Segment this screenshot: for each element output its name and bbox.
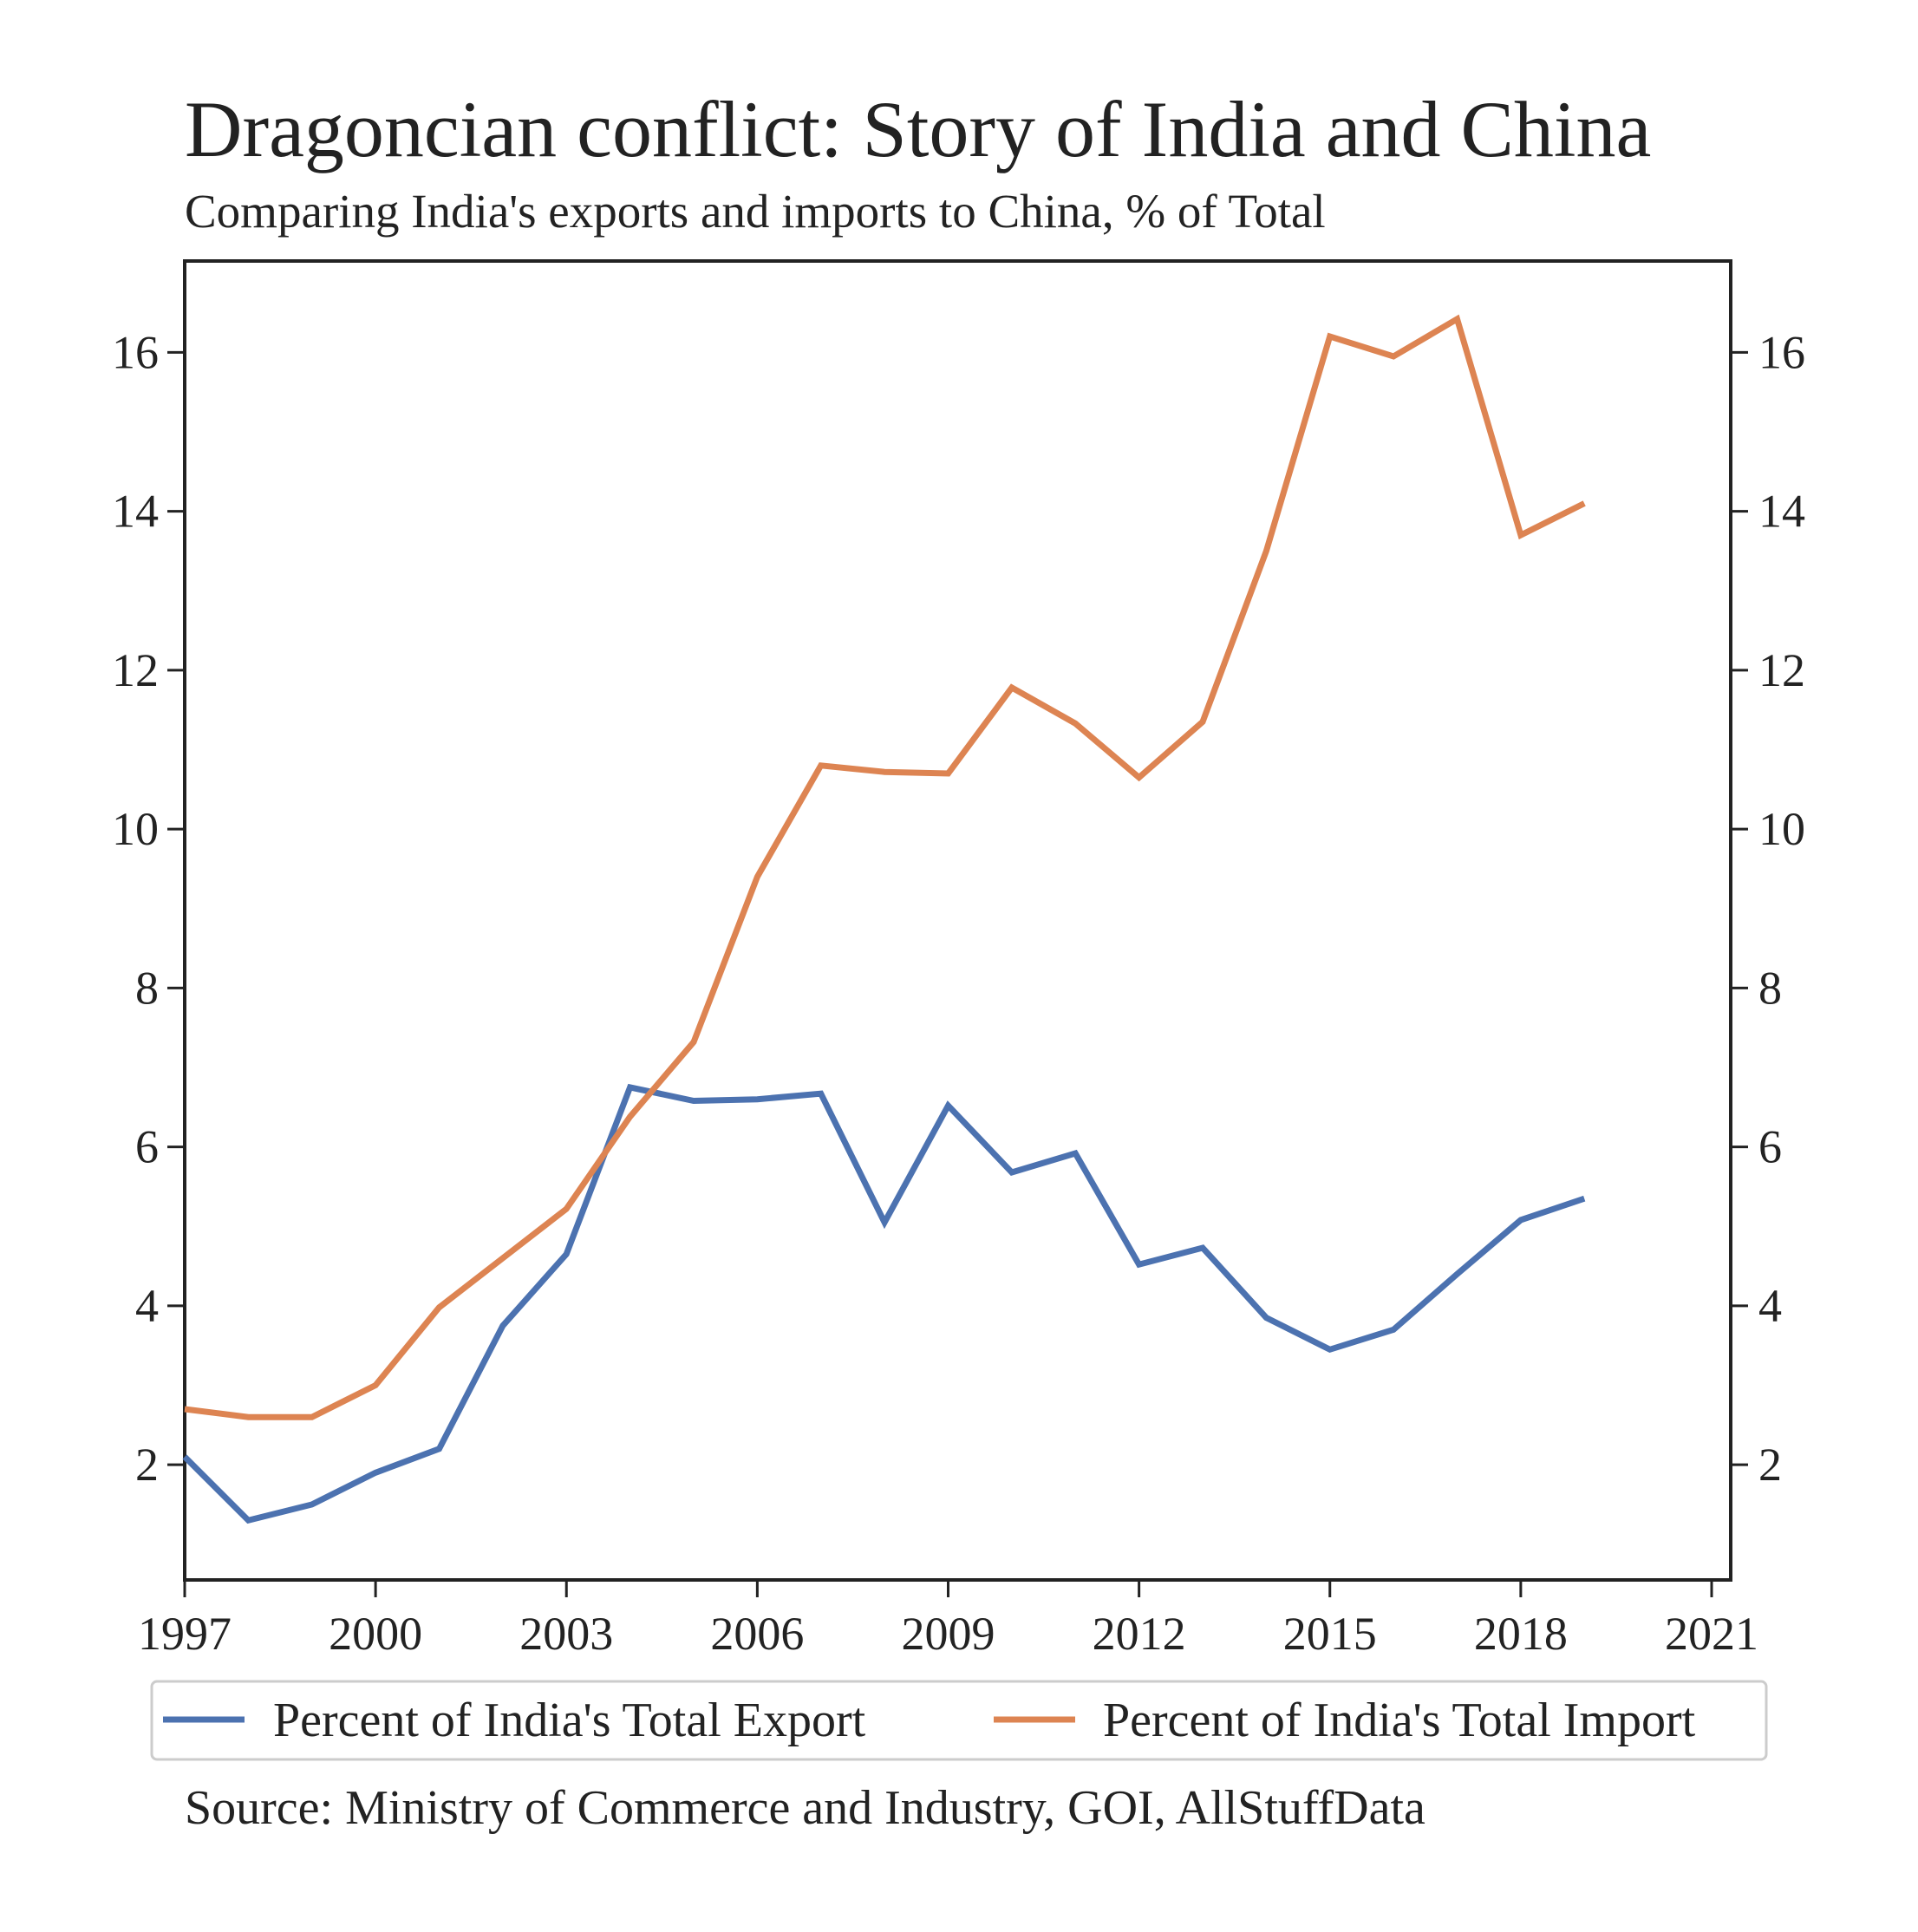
y-tick-label-left: 12 (112, 644, 159, 696)
legend-frame (150, 1680, 1768, 1761)
y-tick-label-left: 2 (135, 1439, 159, 1491)
source-note: Source: Ministry of Commerce and Industr… (185, 1781, 1425, 1835)
plot-area: 2 2 4 4 6 6 8 8 10 10 12 12 14 14 16 16 1997 2000 2003 2006… (112, 259, 1805, 1660)
series-line-import (184, 314, 1586, 1420)
x-tick-label: 2003 (519, 1608, 613, 1660)
y-tick-label-right: 16 (1758, 326, 1805, 378)
y-tick-label-left: 10 (112, 803, 159, 855)
series-line-export (182, 1083, 1586, 1524)
chart-subtitle: Comparing India's exports and imports to… (185, 185, 1326, 238)
x-tick-label: 2018 (1474, 1608, 1568, 1660)
y-tick-label-right: 14 (1758, 486, 1805, 538)
x-tick-label: 2009 (901, 1608, 995, 1660)
y-tick-label-right: 2 (1758, 1439, 1782, 1491)
legend: Percent of India's Total Export Percent … (150, 1680, 1768, 1761)
x-tick-label: 2012 (1093, 1608, 1186, 1660)
y-tick-label-right: 12 (1758, 644, 1805, 696)
x-tick-label: 1997 (138, 1608, 232, 1660)
x-tick-label: 2015 (1283, 1608, 1377, 1660)
chart-title: Dragoncian conflict: Story of India and … (185, 85, 1651, 173)
y-tick-label-left: 4 (135, 1280, 159, 1332)
x-tick-label: 2021 (1665, 1608, 1758, 1660)
y-tick-label-left: 16 (112, 326, 159, 378)
x-tick-label: 2000 (329, 1608, 422, 1660)
y-tick-label-left: 14 (112, 486, 159, 538)
y-tick-label-right: 4 (1758, 1280, 1782, 1332)
y-tick-label-left: 8 (135, 962, 159, 1014)
plot-frame (183, 259, 1732, 1582)
legend-label-export: Percent of India's Total Export (273, 1694, 866, 1747)
y-tick-label-right: 8 (1758, 962, 1782, 1014)
y-tick-label-right: 10 (1758, 803, 1805, 855)
legend-label-import: Percent of India's Total Import (1103, 1694, 1696, 1747)
x-tick-label: 2006 (710, 1608, 804, 1660)
y-tick-label-right: 6 (1758, 1121, 1782, 1173)
y-tick-label-left: 6 (135, 1121, 159, 1173)
